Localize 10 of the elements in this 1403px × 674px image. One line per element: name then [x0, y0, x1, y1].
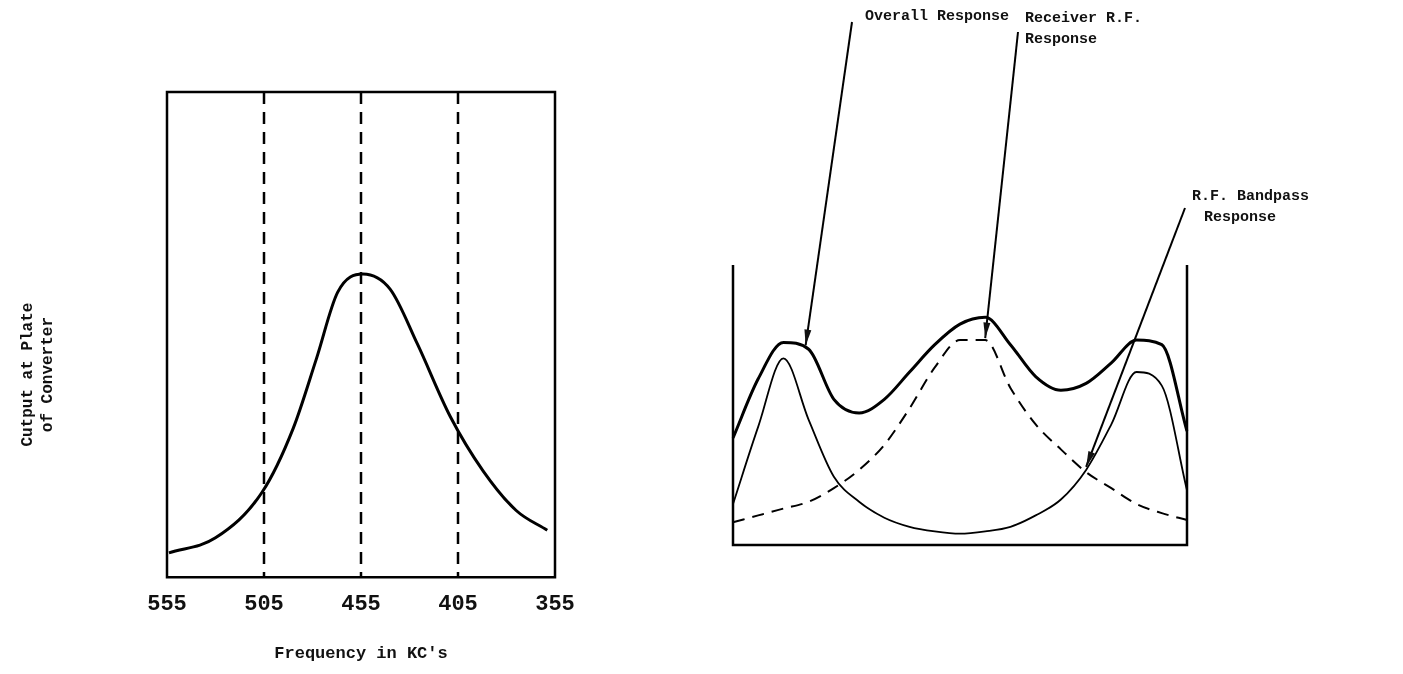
- x-tick-label: 405: [438, 591, 478, 617]
- x-tick-label: 355: [535, 591, 575, 617]
- x-axis-title: Frequency in KC's: [274, 644, 448, 664]
- x-tick-label: 455: [341, 591, 381, 617]
- y-axis-title: Cutput at Plate of Converter: [19, 302, 57, 447]
- x-tick-label: 555: [147, 591, 187, 617]
- text: R.F. Bandpass Response: [1192, 188, 1310, 226]
- text: Overall Response: [865, 8, 1010, 25]
- x-tick-label: 505: [244, 591, 284, 617]
- text: Receiver R.F. Response: [1025, 10, 1143, 48]
